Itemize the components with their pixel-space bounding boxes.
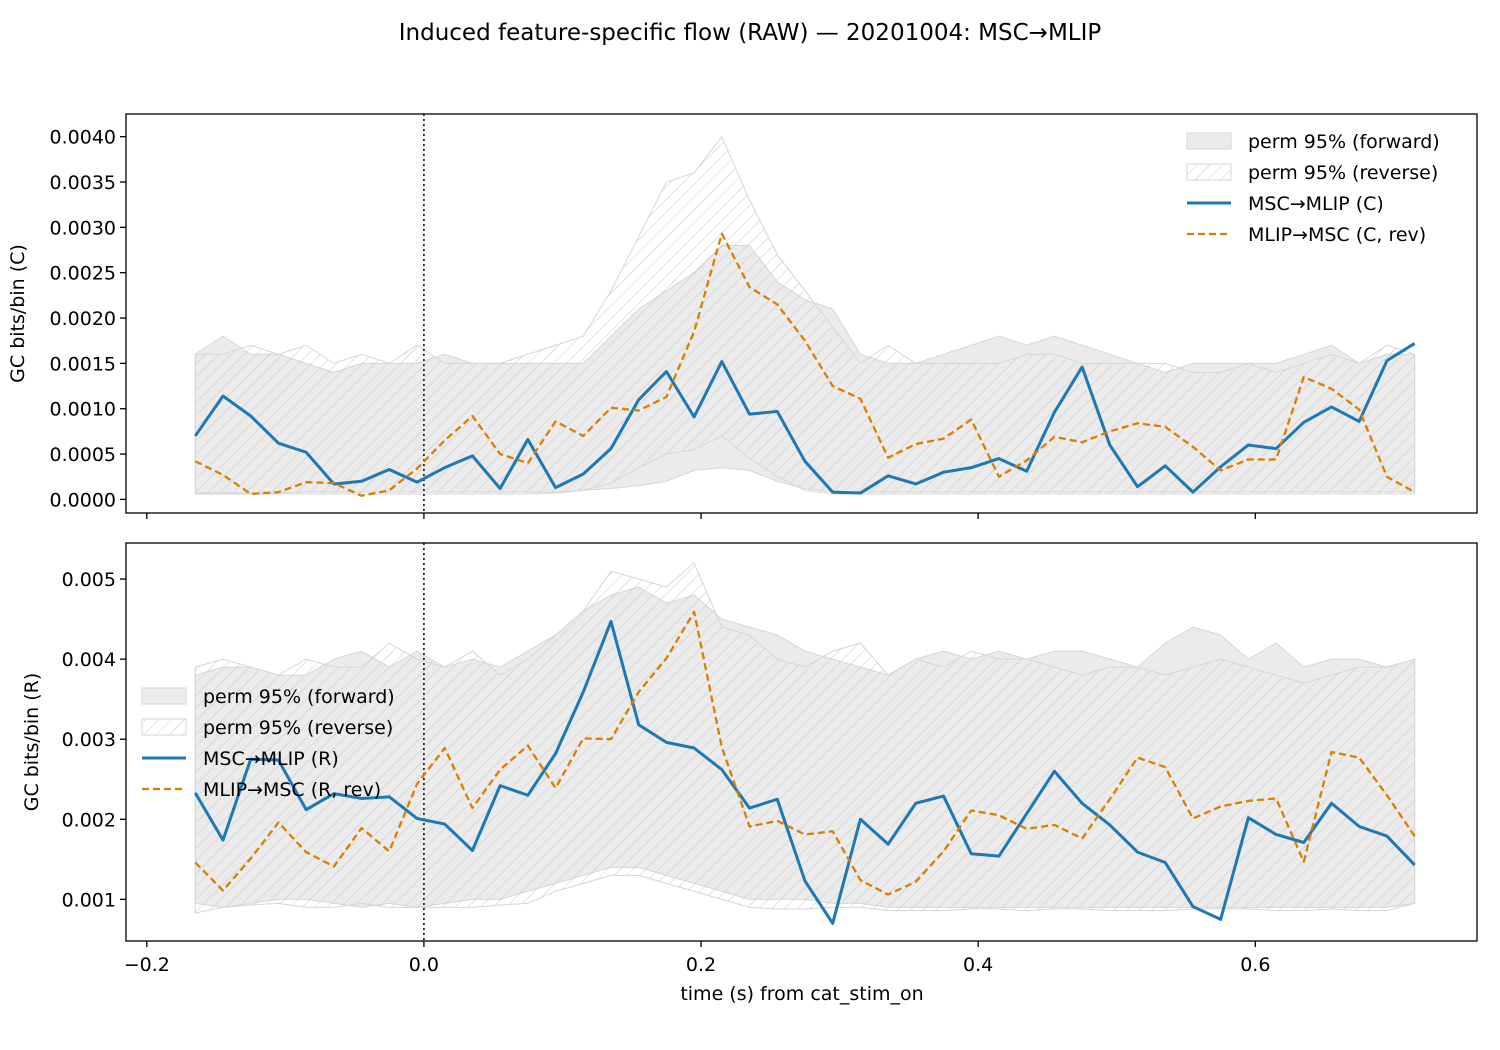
legend-label: MSC→MLIP (C) — [1248, 193, 1384, 215]
legend-label: perm 95% (reverse) — [203, 717, 393, 739]
y-tick-label: 0.002 — [62, 809, 116, 831]
legend-label: MSC→MLIP (R) — [203, 748, 339, 770]
series-forward-line — [193, 619, 1416, 925]
legend-swatch-forward-band — [1186, 132, 1232, 150]
legend-swatch-reverse-band — [141, 718, 187, 736]
y-tick-label: 0.0020 — [50, 308, 116, 330]
y-tick-label: 0.0005 — [50, 444, 116, 466]
legend: perm 95% (forward) perm 95% (reverse) MSC→… — [141, 686, 395, 801]
y-tick-label: 0.004 — [62, 649, 116, 671]
x-tick-label: 0.4 — [963, 954, 993, 976]
legend-item: perm 95% (forward) — [141, 686, 395, 708]
y-tick-label: 0.0000 — [50, 489, 116, 511]
y-tick-label: 0.0035 — [50, 172, 116, 194]
legend-item: perm 95% (reverse) — [141, 717, 393, 739]
y-tick-label: 0.0040 — [50, 127, 116, 149]
y-tick-label: 0.0015 — [50, 353, 116, 375]
series-reverse-line — [194, 232, 1416, 497]
y-axis-label: GC bits/bin (C) — [7, 244, 29, 383]
legend-label: perm 95% (forward) — [203, 686, 395, 708]
panel-1: 0.0000 0.0005 0.0010 0.0015 0.0020 0.0025 0.00… — [7, 113, 1478, 519]
legend-label: MLIP→MSC (R, rev) — [203, 779, 381, 801]
x-tick-label: −0.2 — [124, 954, 170, 976]
legend-swatch-reverse-band — [1186, 163, 1232, 181]
plot-area — [193, 543, 1416, 941]
legend-item: perm 95% (reverse) — [1186, 162, 1438, 184]
legend-swatch-forward-band — [141, 687, 187, 705]
legend-item: perm 95% (forward) — [1186, 131, 1440, 153]
legend: perm 95% (forward) perm 95% (reverse) MSC→… — [1186, 131, 1440, 246]
legend-item: MSC→MLIP (R) — [142, 748, 339, 770]
axes-frame — [125, 542, 1478, 942]
legend-item: MLIP→MSC (R, rev) — [142, 779, 381, 801]
y-tick-label: 0.0030 — [50, 217, 116, 239]
figure-title: Induced feature-specific flow (RAW) — 20… — [399, 20, 1102, 46]
y-tick-label: 0.0025 — [50, 263, 116, 285]
y-tick-label: 0.0010 — [50, 399, 116, 421]
x-tick-label: 0.6 — [1240, 954, 1270, 976]
y-tick-label: 0.003 — [62, 729, 116, 751]
legend-item: MSC→MLIP (C) — [1187, 193, 1384, 215]
x-tick-label: 0.2 — [686, 954, 716, 976]
legend-label: perm 95% (reverse) — [1248, 162, 1438, 184]
axes-frame — [125, 113, 1478, 514]
legend-item: MLIP→MSC (C, rev) — [1187, 224, 1426, 246]
series-forward-line — [194, 342, 1416, 495]
legend-label: perm 95% (forward) — [1248, 131, 1440, 153]
x-axis-label: time (s) from cat_stim_on — [680, 983, 923, 1005]
x-tick-label: 0.0 — [409, 954, 439, 976]
y-axis-label: GC bits/bin (R) — [21, 673, 43, 812]
legend-label: MLIP→MSC (C, rev) — [1248, 224, 1426, 246]
band-reverse — [194, 135, 1416, 495]
y-tick-label: 0.001 — [62, 889, 116, 911]
y-tick-label: 0.005 — [62, 569, 116, 591]
plot-area — [194, 114, 1416, 513]
panel-2: 0.001 0.002 0.003 0.004 0.005 −0.2 0.0 0.2 0.4 0.… — [21, 542, 1478, 976]
panels: 0.00000.00050.00100.00150.00200.00250.00… — [7, 113, 1478, 976]
